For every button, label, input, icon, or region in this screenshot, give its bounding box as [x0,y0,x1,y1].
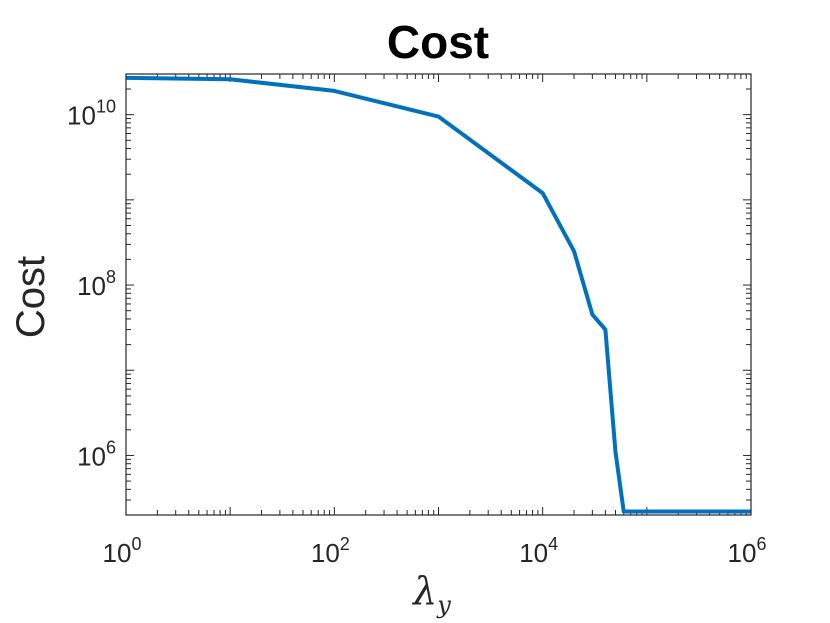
x-tick-label-base: 10 [519,538,548,568]
x-axis-label: λy [411,569,451,619]
x-tick-label-exponent: 6 [756,534,766,554]
x-tick-label-base: 10 [311,538,340,568]
x-tick-label-base: 10 [103,538,132,568]
series-layer [125,75,751,514]
x-tick-label: 102 [311,534,350,568]
y-tick-label: 1010 [67,97,116,131]
x-tick-label: 100 [103,534,142,568]
axes-box [125,73,752,516]
x-axis-label-subscript: y [436,591,451,619]
y-tick-label: 106 [77,437,116,471]
y-tick-label-exponent: 6 [106,437,116,457]
y-tick-label: 108 [77,267,116,301]
x-tick-label-exponent: 0 [131,534,141,554]
y-tick-label-exponent: 10 [96,97,116,117]
x-tick-label-exponent: 2 [340,534,350,554]
x-tick-label: 104 [519,534,558,568]
minor-ticks [126,73,751,516]
y-tick-label-base: 10 [67,101,96,131]
y-tick-label-base: 10 [77,271,106,301]
x-tick-label: 106 [728,534,767,568]
y-tick-label-exponent: 8 [106,267,116,287]
x-tick-labels: 100 102 104 106 [103,534,767,568]
y-axis-label: Cost [9,256,53,338]
x-tick-label-exponent: 4 [548,534,558,554]
series-line [125,75,751,514]
x-axis-label-symbol: λ [411,569,437,613]
y-tick-label-base: 10 [77,441,106,471]
plot-area [126,74,751,515]
x-tick-label-base: 10 [728,538,757,568]
chart-title: Cost [387,16,489,68]
